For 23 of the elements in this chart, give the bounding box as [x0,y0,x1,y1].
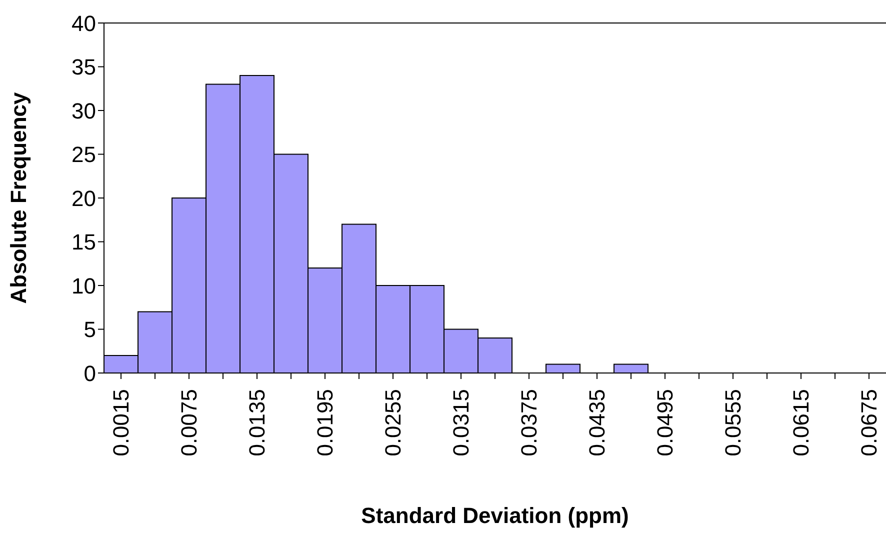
y-tick-label: 20 [72,186,96,211]
y-axis-title: Absolute Frequency [6,91,31,304]
x-tick-label: 0.0315 [448,389,474,456]
x-tick-label: 0.0255 [380,389,406,456]
x-tick-label: 0.0195 [312,389,338,456]
x-tick-label: 0.0495 [652,389,678,456]
x-tick-label: 0.0615 [788,389,814,456]
x-tick-label: 0.0075 [176,389,202,456]
y-tick-label: 5 [84,317,96,342]
x-tick-label: 0.0135 [244,389,270,456]
y-tick-label: 25 [72,142,96,168]
y-tick-label: 30 [72,98,96,124]
x-axis-title: Standard Deviation (ppm) [361,503,629,528]
x-tick-label: 0.0375 [516,389,542,456]
y-tick-label: 35 [72,54,96,80]
y-tick-label: 15 [72,230,96,255]
y-tick-label: 0 [84,360,96,386]
x-tick-label: 0.0435 [584,389,610,456]
y-tick-label: 10 [72,273,96,298]
x-tick-label: 0.0675 [856,389,882,456]
x-tick-label: 0.0555 [720,389,746,456]
y-tick-label: 40 [72,10,96,36]
x-tick-label: 0.0015 [108,389,134,456]
